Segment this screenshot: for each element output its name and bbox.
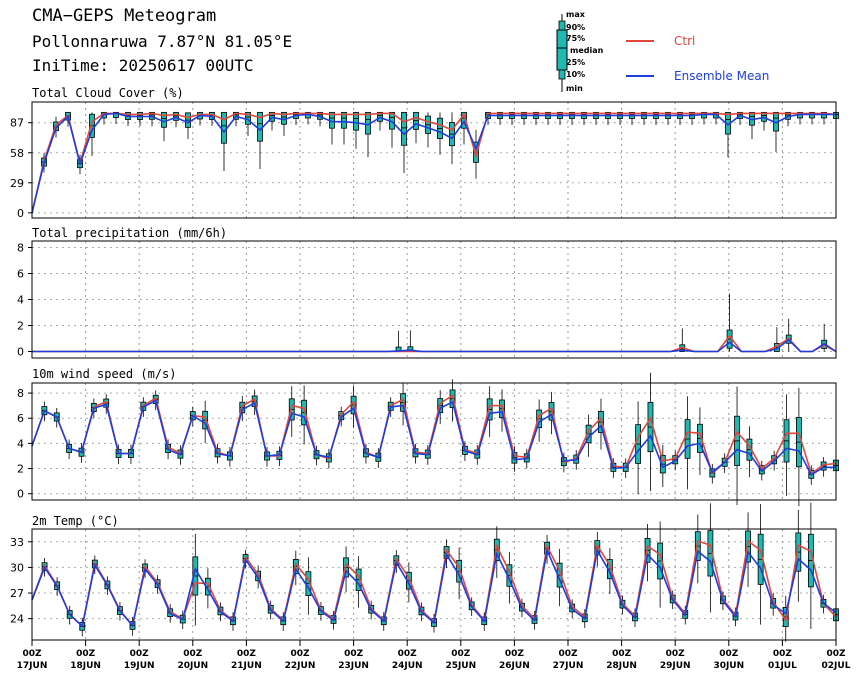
legend-p10 (558, 69, 566, 80)
x-tick-date: 28JUN (606, 661, 637, 671)
x-tick-date: 26JUN (499, 661, 530, 671)
x-tick-date: 18JUN (70, 661, 101, 671)
x-tick-hour: 00Z (719, 649, 739, 659)
box (353, 111, 359, 131)
panel-title: Total Cloud Cover (%) (32, 86, 184, 100)
x-tick-date: 25JUN (445, 661, 476, 671)
y-tick-label: 2 (17, 320, 24, 333)
x-tick-hour: 00Z (666, 649, 686, 659)
y-tick-label: 33 (10, 536, 24, 549)
y-tick-label: 4 (17, 294, 24, 307)
x-tick-date: 27JUN (553, 661, 584, 671)
init-time-label: IniTime: 20250617 00UTC (32, 56, 254, 75)
x-tick-hour: 00Z (398, 649, 418, 659)
y-tick-label: 6 (17, 412, 24, 425)
panel-frame (31, 528, 837, 641)
y-tick-label: 8 (17, 387, 24, 400)
ensemble-mean-line (31, 112, 836, 213)
y-tick-label: 0 (17, 488, 24, 501)
y-tick-label: 0 (17, 346, 24, 359)
ctrl-line (31, 539, 837, 628)
y-tick-label: 2 (17, 463, 24, 476)
x-tick-date: 24JUN (392, 661, 423, 671)
x-tick-date: 19JUN (124, 661, 155, 671)
x-tick-date: 23JUN (338, 661, 369, 671)
legend-box-label: 75% (566, 34, 585, 43)
x-tick-date: 02JUL (822, 661, 851, 671)
x-tick-date: 30JUN (713, 661, 744, 671)
panel-title: 10m wind speed (m/s) (32, 367, 177, 381)
panel-frame (31, 382, 837, 501)
x-tick-hour: 00Z (612, 649, 632, 659)
y-tick-label: 58 (10, 147, 24, 160)
chart-title: CMA−GEPS Meteogram (32, 6, 217, 26)
y-tick-label: 27 (10, 587, 24, 600)
x-tick-hour: 00Z (344, 649, 364, 659)
legend-box-label: median (570, 46, 604, 55)
x-tick-date: 21JUN (231, 661, 262, 671)
y-tick-label: 30 (10, 561, 24, 574)
ensemble-mean-line (31, 547, 837, 628)
y-tick-label: 4 (17, 437, 24, 450)
legend-box-label: 10% (566, 70, 585, 79)
legend-mean-label: Ensemble Mean (674, 69, 769, 83)
legend-box-label: 90% (566, 23, 585, 32)
x-tick-date: 22JUN (285, 661, 316, 671)
legend-ctrl-label: Ctrl (674, 34, 695, 48)
x-tick-hour: 00Z (76, 649, 96, 659)
x-tick-hour: 00Z (130, 649, 150, 659)
x-tick-date: 29JUN (660, 661, 691, 671)
box (221, 111, 227, 144)
legend-box-label: 25% (566, 58, 585, 67)
x-tick-hour: 00Z (826, 649, 846, 659)
box (113, 111, 119, 118)
panel-frame (31, 240, 837, 359)
y-tick-label: 8 (17, 242, 24, 255)
y-tick-label: 0 (17, 207, 24, 220)
x-tick-hour: 00Z (558, 649, 578, 659)
y-tick-label: 6 (17, 268, 24, 281)
legend-box-label: max (566, 10, 586, 19)
x-tick-date: 20JUN (177, 661, 208, 671)
ctrl-line (31, 112, 837, 213)
x-tick-hour: 00Z (290, 649, 310, 659)
box (341, 111, 347, 129)
panel-title: Total precipitation (mm/6h) (32, 226, 227, 240)
x-tick-hour: 00Z (183, 649, 203, 659)
y-tick-label: 87 (10, 117, 24, 130)
x-tick-hour: 00Z (237, 649, 257, 659)
ctrl-line (31, 394, 837, 476)
ensemble-mean-line (32, 338, 837, 353)
x-tick-hour: 00Z (451, 649, 471, 659)
y-tick-label: 29 (10, 177, 24, 190)
x-tick-date: 17JUN (17, 661, 48, 671)
location-label: Pollonnaruwa 7.87°N 81.05°E (32, 32, 293, 51)
box (401, 111, 407, 146)
y-tick-label: 24 (10, 613, 24, 626)
x-tick-hour: 00Z (505, 649, 525, 659)
legend-box-label: min (566, 84, 583, 93)
x-tick-date: 01JUL (768, 661, 797, 671)
panel-title: 2m Temp (°C) (32, 514, 119, 528)
legend-p90 (558, 20, 566, 31)
ctrl-line (32, 334, 837, 353)
panel-frame (31, 101, 837, 219)
ensemble-mean-line (31, 399, 836, 476)
x-tick-hour: 00Z (22, 649, 42, 659)
x-tick-hour: 00Z (773, 649, 793, 659)
